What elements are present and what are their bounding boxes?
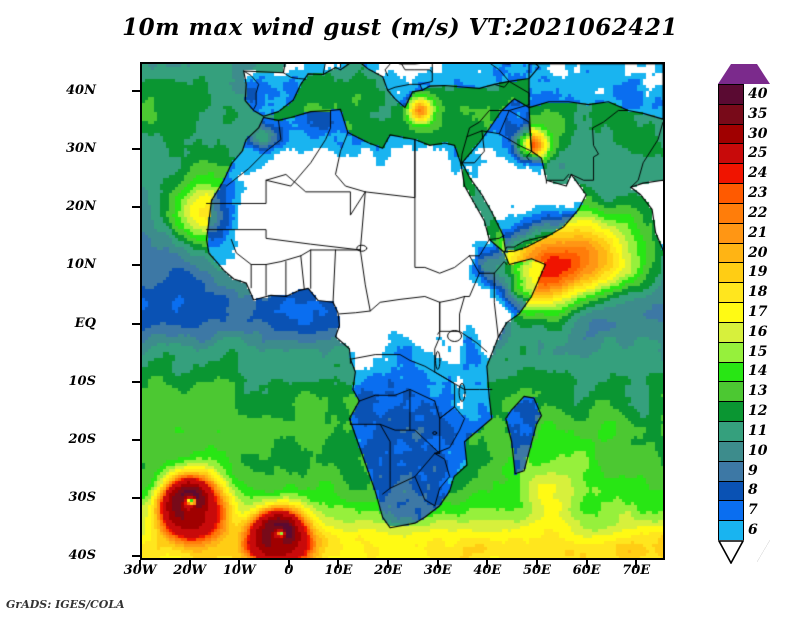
colorbar-tick-label: 17 [748, 304, 768, 320]
credit-label: GrADS: IGES/COLA [6, 598, 125, 611]
colorbar-swatch [718, 440, 744, 462]
colorbar-swatch [718, 361, 744, 383]
x-tick-mark [387, 560, 390, 568]
colorbar-swatch [718, 500, 744, 522]
y-tick-label: EQ [74, 315, 96, 331]
y-tick-label: 20S [68, 431, 96, 447]
colorbar-swatch [718, 183, 744, 204]
y-tick-mark [132, 264, 140, 267]
x-tick-label: 20E [374, 563, 403, 578]
y-tick-label: 20N [66, 199, 96, 215]
colorbar-swatch [718, 202, 744, 224]
y-tick-mark [132, 380, 140, 383]
x-tick-label: 40E [473, 563, 502, 578]
colorbar-swatch [718, 421, 744, 442]
colorbar-tick-label: 24 [748, 165, 768, 182]
y-tick-label: 10S [68, 373, 96, 389]
x-tick-mark [635, 560, 638, 568]
x-tick-label: 30E [423, 563, 452, 578]
colorbar-tick-label: 15 [748, 343, 768, 360]
colorbar-swatch [718, 341, 744, 363]
colorbar-tick-label: 12 [748, 403, 768, 420]
y-tick-mark [132, 322, 140, 325]
colorbar-swatch [718, 143, 744, 165]
map-plot-area [140, 62, 665, 560]
colorbar-tick-label: 9 [748, 462, 758, 479]
colorbar-tick-label: 20 [748, 244, 768, 261]
colorbar-tick-label: 19 [748, 264, 768, 281]
colorbar-tick-label: 11 [748, 422, 768, 439]
x-tick-mark [436, 560, 439, 568]
x-tick-label: 60E [572, 563, 601, 578]
colorbar-tick-label: 10 [748, 442, 768, 459]
x-tick-label: 10E [324, 563, 353, 578]
colorbar-swatch [718, 262, 744, 284]
colorbar-swatch [718, 222, 744, 244]
colorbar-over-arrow [718, 64, 770, 84]
x-tick-label: 50E [522, 563, 551, 578]
x-tick-label: 70E [622, 563, 651, 578]
colorbar-tick-label: 22 [748, 204, 768, 221]
y-tick-label: 30S [68, 489, 96, 505]
y-tick-mark [132, 206, 140, 209]
colorbar-swatch [718, 460, 744, 482]
colorbar-swatch [718, 480, 744, 502]
colorbar-swatch [718, 282, 744, 304]
x-tick-mark [188, 560, 191, 568]
y-tick-label: 40S [68, 548, 96, 563]
colorbar-swatch [718, 103, 744, 125]
colorbar-legend: 40 35 30 25 24 23 22 21 20 19 18 17 16 15 14 13 12 11 10 9 8… [718, 62, 770, 564]
x-tick-label: 0 [284, 563, 294, 578]
colorbar-swatch [718, 302, 744, 323]
colorbar-tick-label: 8 [748, 482, 758, 499]
x-tick-mark [585, 560, 588, 568]
y-tick-mark [132, 148, 140, 151]
x-tick-label: 30W [123, 563, 157, 578]
y-tick-label: 30N [66, 141, 96, 157]
colorbar-tick-label: 25 [748, 145, 768, 162]
colorbar-tick-label: 40 [748, 85, 768, 102]
x-tick-mark [287, 560, 290, 568]
colorbar-tick-label: 13 [748, 383, 768, 400]
x-tick-mark [238, 560, 241, 568]
colorbar-tick-label: 30 [748, 125, 768, 142]
x-tick-label: 20W [173, 563, 206, 578]
colorbar-tick-label: 16 [748, 323, 768, 340]
x-tick-label: 10W [222, 563, 256, 578]
x-tick-mark [486, 560, 489, 568]
x-tick-mark [535, 560, 538, 568]
colorbar-tick-label: 18 [748, 284, 768, 301]
page-title: 10m max wind gust (m/s) VT:2021062421 [122, 14, 678, 41]
colorbar-swatch [718, 381, 744, 403]
colorbar-swatch [718, 163, 744, 185]
y-tick-mark [132, 438, 140, 441]
colorbar-tick-label: 21 [748, 224, 768, 241]
colorbar-tick-label: 6 [748, 522, 758, 539]
y-tick-mark [132, 496, 140, 499]
colorbar-swatch [718, 242, 744, 264]
colorbar-tick-label: 23 [748, 185, 768, 202]
colorbar-swatch [718, 123, 744, 145]
y-tick-label: 40N [66, 83, 96, 99]
y-tick-mark [132, 555, 140, 557]
x-tick-mark [337, 560, 340, 568]
colorbar-swatch [718, 321, 744, 343]
colorbar-tick-label: 7 [748, 502, 758, 519]
colorbar-under-arrow-outline [718, 540, 744, 564]
wind-gust-heatmap [142, 64, 663, 558]
colorbar-swatch [718, 401, 744, 423]
colorbar-tick-label: 14 [748, 363, 768, 380]
colorbar-tick-label: 35 [748, 105, 768, 122]
y-tick-label: 10N [66, 257, 96, 273]
colorbar-swatch [718, 520, 744, 541]
colorbar-swatch [718, 84, 744, 105]
y-tick-mark [132, 90, 140, 93]
x-tick-mark [139, 560, 141, 568]
